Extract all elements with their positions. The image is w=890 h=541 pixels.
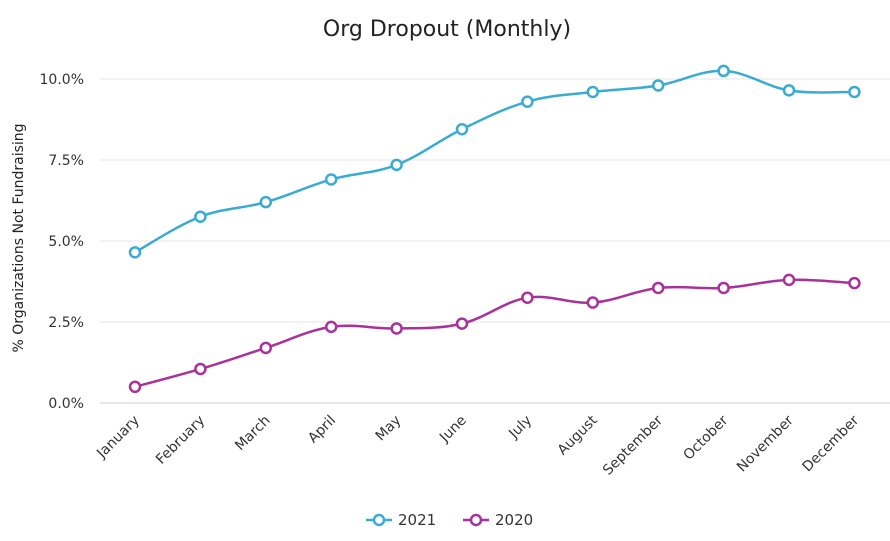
data-point[interactable]	[324, 173, 338, 186]
y-tick-label: 10.0%	[40, 72, 84, 88]
series-lines	[128, 64, 861, 394]
y-tick-label: 5.0%	[48, 234, 84, 250]
x-tick-label: August	[555, 412, 601, 458]
legend-marker-icon	[372, 513, 386, 527]
x-tick-label: January	[93, 413, 143, 463]
x-tick-label: October	[680, 412, 731, 463]
x-tick-label: July	[505, 413, 535, 443]
data-point[interactable]	[521, 95, 534, 108]
legend: 2021 2020	[366, 511, 533, 529]
y-tick-label: 2.5%	[48, 315, 84, 331]
series-line	[134, 278, 855, 389]
x-tick-label: September	[600, 412, 666, 478]
series-2020	[128, 273, 861, 394]
x-tick-label: February	[153, 413, 208, 468]
y-tick-label: 7.5%	[48, 153, 84, 169]
data-point[interactable]	[324, 320, 338, 334]
legend-item-2021[interactable]: 2021	[366, 511, 436, 529]
data-point[interactable]	[782, 273, 796, 287]
data-point[interactable]	[390, 322, 403, 335]
data-point[interactable]	[259, 341, 273, 355]
x-tick-label: June	[436, 413, 470, 447]
data-point[interactable]	[455, 317, 469, 330]
gridlines	[100, 78, 890, 404]
data-point[interactable]	[651, 281, 665, 295]
data-point[interactable]	[390, 158, 403, 172]
data-point[interactable]	[586, 85, 600, 99]
data-point[interactable]	[717, 281, 730, 295]
y-axis-label: % Organizations Not Fundraising	[11, 123, 27, 352]
x-tick-label: November	[734, 412, 797, 475]
y-axis-ticks: 0.0% 2.5% 5.0% 7.5% 10.0%	[40, 72, 84, 412]
x-axis-ticks: January February March April May June July Augu…	[93, 412, 862, 478]
series-line	[134, 69, 855, 254]
data-point[interactable]	[128, 246, 142, 259]
data-point[interactable]	[848, 276, 861, 290]
x-tick-label: May	[373, 413, 405, 445]
legend-label: 2021	[398, 511, 436, 529]
y-tick-label: 0.0%	[48, 396, 84, 412]
legend-item-2020[interactable]: 2020	[463, 511, 533, 529]
data-point[interactable]	[194, 362, 207, 376]
legend-marker-icon	[469, 513, 483, 527]
data-point[interactable]	[521, 291, 534, 304]
data-point[interactable]	[586, 296, 600, 309]
legend-label: 2020	[495, 511, 533, 529]
data-point[interactable]	[455, 122, 469, 136]
data-point[interactable]	[848, 85, 861, 99]
x-tick-label: December	[800, 412, 863, 475]
data-point[interactable]	[194, 210, 207, 223]
series-2021	[128, 64, 861, 259]
chart-title: Org Dropout (Monthly)	[323, 17, 571, 42]
x-tick-label: April	[305, 413, 339, 447]
data-point[interactable]	[259, 195, 273, 209]
data-point[interactable]	[717, 64, 730, 78]
data-point[interactable]	[651, 79, 665, 92]
x-tick-label: March	[232, 413, 273, 454]
data-point[interactable]	[128, 380, 142, 394]
data-point[interactable]	[782, 84, 796, 97]
